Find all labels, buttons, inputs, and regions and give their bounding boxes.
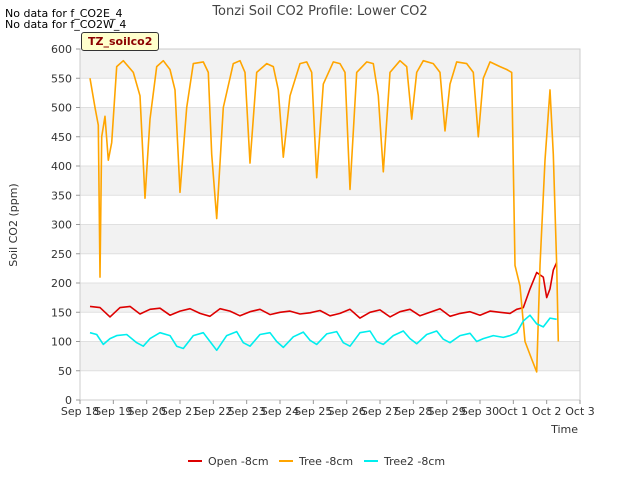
x-tick-label-10: Sep 28 <box>394 405 432 418</box>
no-data-note-1: No data for f_CO2E_4 <box>5 7 123 20</box>
x-axis-label: Time <box>550 423 578 436</box>
y-tick-label-6: 300 <box>51 219 72 232</box>
x-tick-label-6: Sep 24 <box>261 405 299 418</box>
y-tick-label-1: 50 <box>58 365 72 378</box>
x-tick-label-3: Sep 21 <box>161 405 199 418</box>
y-tick-label-7: 350 <box>51 189 72 202</box>
y-tick-label-11: 550 <box>51 72 72 85</box>
band-5 <box>80 224 580 254</box>
band-1 <box>80 341 580 371</box>
legend: Open -8cm Tree -8cm Tree2 -8cm <box>188 455 445 468</box>
y-tick-label-2: 100 <box>51 336 72 349</box>
y-tick-label-10: 500 <box>51 102 72 115</box>
y-tick-label-4: 200 <box>51 277 72 290</box>
y-tick-label-12: 600 <box>51 43 72 56</box>
y-tick-label-3: 150 <box>51 306 72 319</box>
legend-label-2: Tree2 -8cm <box>383 455 445 468</box>
x-tick-label-14: Oct 2 <box>532 405 562 418</box>
y-axis-label: Soil CO2 (ppm) <box>7 183 20 266</box>
y-tick-label-5: 250 <box>51 248 72 261</box>
x-tick-label-11: Sep 29 <box>428 405 466 418</box>
x-tick-label-8: Sep 26 <box>328 405 366 418</box>
chart-title: Tonzi Soil CO2 Profile: Lower CO2 <box>211 4 427 19</box>
y-axis-ticks: 0 50 100 150 200 250 300 350 400 450 500 550 600 <box>51 43 80 407</box>
y-tick-label-0: 0 <box>65 394 72 407</box>
x-tick-label-5: Sep 23 <box>228 405 266 418</box>
site-label-badge: TZ_soilco2 <box>81 32 160 51</box>
y-tick-label-9: 450 <box>51 131 72 144</box>
x-tick-label-0: Sep 18 <box>61 405 99 418</box>
band-9 <box>80 107 580 137</box>
legend-label-0: Open -8cm <box>208 455 269 468</box>
grid-lines <box>80 48 580 401</box>
band-7 <box>80 166 580 196</box>
series-lines <box>89 59 560 373</box>
x-tick-label-4: Sep 22 <box>194 405 232 418</box>
band-3 <box>80 283 580 313</box>
legend-label-1: Tree -8cm <box>298 455 353 468</box>
y-tick-label-8: 400 <box>51 160 72 173</box>
x-tick-label-7: Sep 25 <box>294 405 332 418</box>
band-11 <box>80 49 580 79</box>
series-line-1 <box>89 59 560 373</box>
series-line-0 <box>89 262 558 319</box>
x-tick-label-13: Oct 1 <box>499 405 529 418</box>
x-tick-label-2: Sep 20 <box>128 405 166 418</box>
x-tick-label-12: Sep 30 <box>461 405 499 418</box>
x-tick-label-1: Sep 19 <box>94 405 132 418</box>
x-tick-label-15: Oct 3 <box>565 405 595 418</box>
x-tick-label-9: Sep 27 <box>361 405 399 418</box>
plot-bands <box>80 49 580 371</box>
series-line-2 <box>89 314 557 352</box>
no-data-note-2: No data for f_CO2W_4 <box>5 18 127 31</box>
